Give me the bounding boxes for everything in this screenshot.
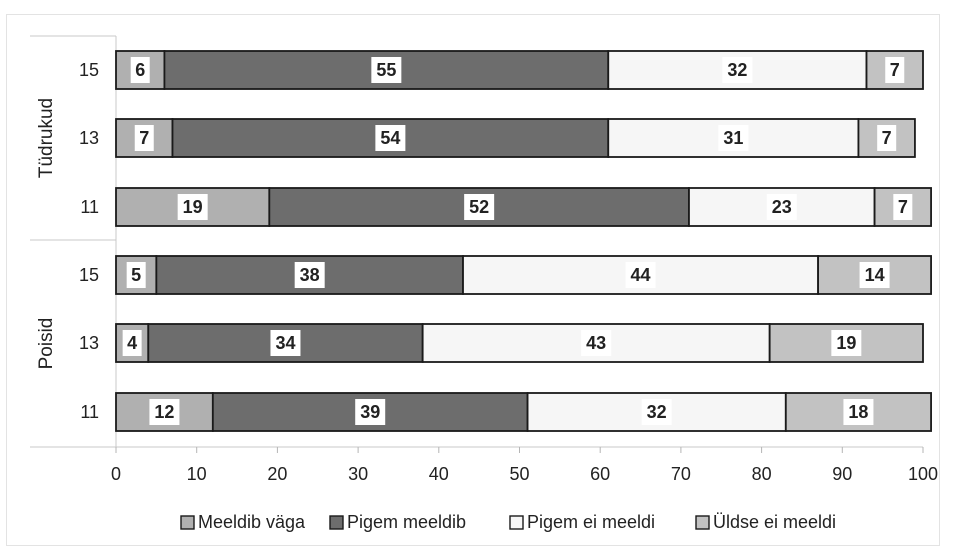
legend-swatch (180, 515, 195, 530)
data-label-box (831, 330, 862, 356)
data-label-box (718, 125, 749, 151)
data-label: 31 (723, 128, 743, 148)
data-label: 6 (135, 60, 145, 80)
x-tick-label: 100 (908, 464, 938, 484)
x-tick-label: 30 (348, 464, 368, 484)
data-label-box (843, 399, 874, 425)
data-label: 7 (890, 60, 900, 80)
data-label: 54 (380, 128, 400, 148)
legend-swatch (509, 515, 524, 530)
data-label-box (130, 57, 150, 83)
group-label: Tüdrukud (36, 98, 57, 178)
data-label: 44 (631, 265, 651, 285)
data-label-box (375, 125, 406, 151)
data-label: 7 (898, 197, 908, 217)
data-label-box (126, 262, 146, 288)
data-label-box (885, 57, 905, 83)
row-label: 13 (79, 333, 99, 353)
data-label: 5 (131, 265, 141, 285)
legend-swatch (329, 515, 344, 530)
data-label-box (122, 330, 142, 356)
legend-label: Pigem ei meeldi (527, 512, 655, 532)
x-tick-label: 80 (752, 464, 772, 484)
data-label-box (270, 330, 301, 356)
data-label: 55 (376, 60, 396, 80)
data-label-box (371, 57, 402, 83)
data-label-box (355, 399, 386, 425)
data-label-box (581, 330, 612, 356)
group-label: Poisid (36, 318, 57, 370)
data-label: 7 (882, 128, 892, 148)
row-label: 15 (79, 265, 99, 285)
x-tick-label: 40 (429, 464, 449, 484)
x-tick-label: 90 (832, 464, 852, 484)
data-label: 34 (275, 333, 295, 353)
data-label: 14 (865, 265, 885, 285)
data-label: 23 (772, 197, 792, 217)
data-label: 32 (647, 402, 667, 422)
data-label: 12 (154, 402, 174, 422)
data-label-box (877, 125, 897, 151)
data-label-box (134, 125, 154, 151)
data-label: 19 (836, 333, 856, 353)
data-label-box (294, 262, 325, 288)
legend-label: Pigem meeldib (347, 512, 466, 532)
legend-label: Üldse ei meeldi (713, 512, 836, 532)
legend-label: Meeldib väga (198, 512, 306, 532)
legend-swatch (695, 515, 710, 530)
row-label: 11 (80, 402, 99, 422)
data-label-box (766, 194, 797, 220)
data-label-box (177, 194, 208, 220)
data-label-box (893, 194, 913, 220)
x-tick-label: 10 (187, 464, 207, 484)
data-label: 19 (183, 197, 203, 217)
data-label-box (149, 399, 180, 425)
data-label-box (625, 262, 656, 288)
x-tick-label: 50 (509, 464, 529, 484)
data-label-box (859, 262, 890, 288)
data-label-box (722, 57, 753, 83)
row-label: 15 (79, 60, 99, 80)
data-label: 32 (727, 60, 747, 80)
x-tick-label: 0 (111, 464, 121, 484)
data-label: 43 (586, 333, 606, 353)
x-tick-label: 60 (590, 464, 610, 484)
data-label: 38 (300, 265, 320, 285)
row-label: 13 (79, 128, 99, 148)
x-tick-label: 70 (671, 464, 691, 484)
data-label: 18 (848, 402, 868, 422)
data-label: 4 (127, 333, 137, 353)
data-label-box (641, 399, 672, 425)
x-tick-label: 20 (267, 464, 287, 484)
row-label: 11 (80, 197, 99, 217)
data-label-box (464, 194, 495, 220)
data-label: 39 (360, 402, 380, 422)
data-label: 7 (139, 128, 149, 148)
data-label: 52 (469, 197, 489, 217)
